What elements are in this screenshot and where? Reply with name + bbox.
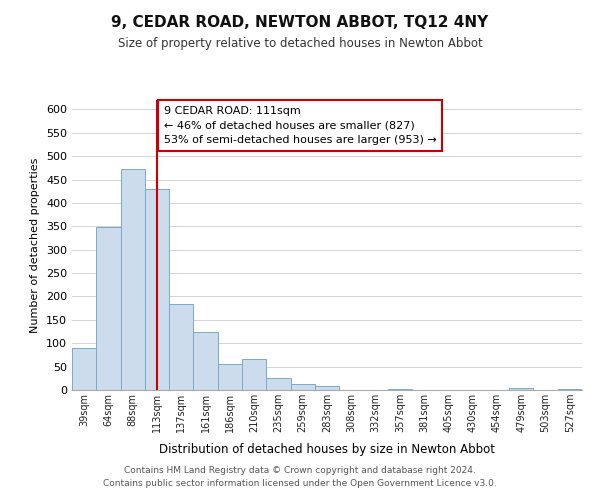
Text: 9, CEDAR ROAD, NEWTON ABBOT, TQ12 4NY: 9, CEDAR ROAD, NEWTON ABBOT, TQ12 4NY xyxy=(112,15,488,30)
Bar xyxy=(266,378,290,390)
Text: Size of property relative to detached houses in Newton Abbot: Size of property relative to detached ho… xyxy=(118,38,482,51)
Bar xyxy=(96,227,121,390)
Bar xyxy=(558,389,582,390)
Y-axis label: Number of detached properties: Number of detached properties xyxy=(31,158,40,332)
Bar xyxy=(290,384,315,390)
Bar xyxy=(315,386,339,390)
Text: Contains HM Land Registry data © Crown copyright and database right 2024.
Contai: Contains HM Land Registry data © Crown c… xyxy=(103,466,497,487)
Bar xyxy=(388,389,412,390)
Bar xyxy=(509,388,533,390)
Bar xyxy=(121,169,145,390)
Bar xyxy=(218,364,242,390)
Bar xyxy=(72,348,96,390)
Bar xyxy=(145,189,169,390)
Bar xyxy=(242,358,266,390)
Bar xyxy=(169,304,193,390)
Text: 9 CEDAR ROAD: 111sqm
← 46% of detached houses are smaller (827)
53% of semi-deta: 9 CEDAR ROAD: 111sqm ← 46% of detached h… xyxy=(164,106,437,146)
X-axis label: Distribution of detached houses by size in Newton Abbot: Distribution of detached houses by size … xyxy=(159,444,495,456)
Bar xyxy=(193,332,218,390)
